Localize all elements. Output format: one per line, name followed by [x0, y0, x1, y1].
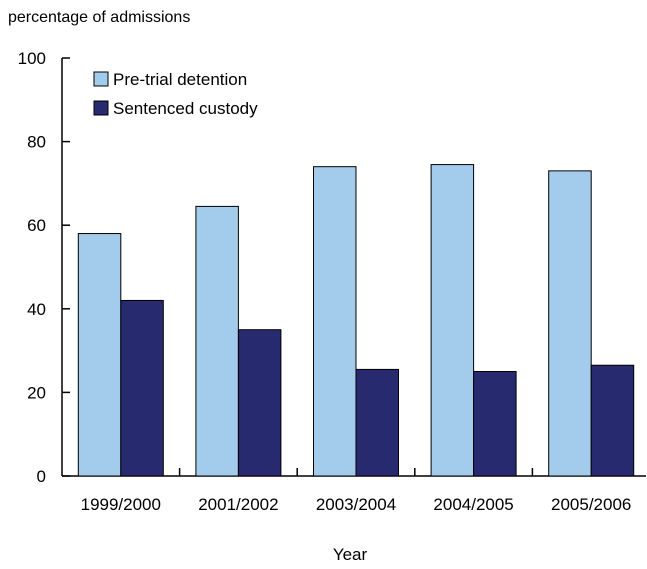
x-tick-label: 2004/2005 [433, 495, 513, 514]
y-tick-label: 20 [27, 383, 46, 402]
bar-pre-trial-detention-1 [195, 205, 239, 477]
bar-sentenced-custody-3 [473, 371, 517, 477]
legend-label: Pre-trial detention [113, 70, 247, 89]
x-ticks: 1999/2000 2001/2002 2003/2004 2004/2005 2005… [81, 468, 631, 514]
bar-pre-trial-detention-4 [548, 170, 592, 477]
x-tick-label: 1999/2000 [81, 495, 161, 514]
bar-sentenced-custody-4 [590, 364, 635, 477]
bar-pre-trial-detention-0 [77, 233, 122, 477]
bars [77, 164, 635, 477]
x-tick-label: 2005/2006 [551, 495, 631, 514]
bar-pre-trial-detention-2 [313, 166, 357, 477]
bar-sentenced-custody-2 [355, 368, 399, 477]
bar-sentenced-custody-1 [237, 329, 282, 477]
y-tick-label: 100 [18, 49, 46, 68]
legend-label: Sentenced custody [113, 99, 258, 118]
x-tick-label: 2001/2002 [198, 495, 278, 514]
y-axis-label: percentage of admissions [8, 9, 190, 26]
y-tick-label: 0 [37, 467, 46, 486]
legend: Pre-trial detention Sentenced custody [93, 70, 258, 118]
y-tick-label: 40 [27, 300, 46, 319]
y-ticks: 0 20 40 60 80 100 [18, 49, 70, 486]
bar-pre-trial-detention-3 [430, 164, 475, 477]
x-axis-label: Year [333, 545, 368, 564]
x-tick-label: 2003/2004 [316, 495, 396, 514]
legend-swatch [93, 100, 109, 116]
bar-sentenced-custody-0 [120, 299, 164, 477]
legend-swatch [93, 71, 109, 87]
y-tick-label: 60 [27, 216, 46, 235]
y-tick-label: 80 [27, 133, 46, 152]
